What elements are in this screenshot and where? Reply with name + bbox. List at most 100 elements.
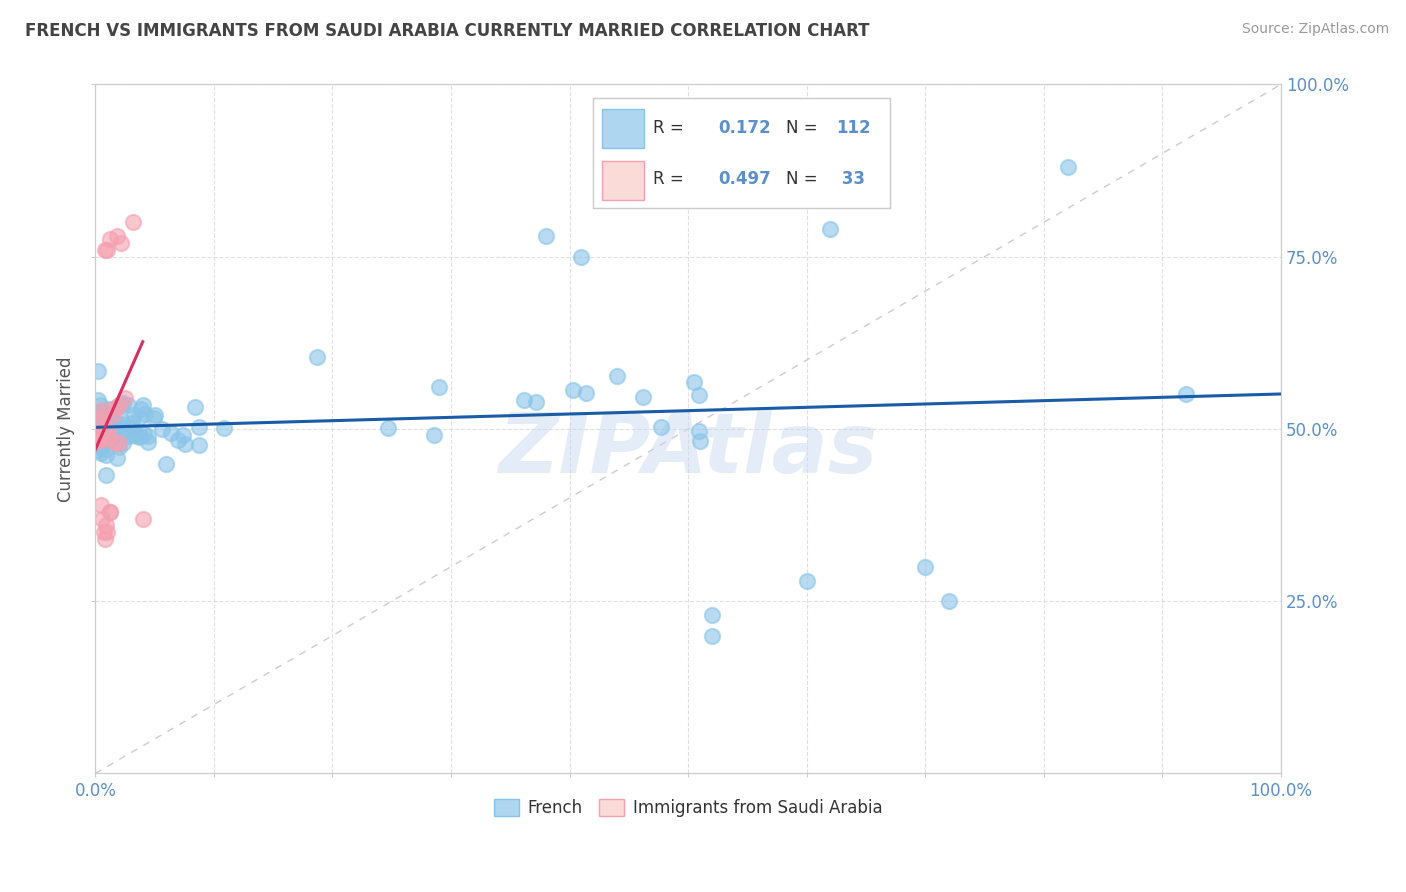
Point: [91, 511, 114, 525]
Point: [107, 441, 129, 455]
Point: [86, 424, 108, 438]
Point: [94, 467, 117, 482]
Point: [94, 532, 117, 546]
Point: [121, 416, 143, 430]
Point: [90, 403, 112, 417]
Point: [111, 414, 134, 428]
Point: [111, 417, 134, 431]
Point: [132, 511, 155, 525]
Point: [688, 388, 710, 402]
Point: [150, 422, 173, 436]
Point: [86, 434, 108, 448]
Text: ZIPAtlas: ZIPAtlas: [499, 409, 877, 490]
Point: [89, 440, 111, 454]
Point: [96, 422, 118, 436]
Point: [87, 430, 110, 444]
Point: [112, 425, 135, 439]
Point: [914, 559, 936, 574]
Point: [90, 404, 112, 418]
Point: [688, 424, 710, 438]
Point: [606, 369, 628, 384]
Point: [86, 432, 108, 446]
Point: [108, 435, 131, 450]
Point: [90, 410, 112, 425]
Point: [89, 398, 111, 412]
Point: [105, 229, 128, 244]
Point: [187, 420, 209, 434]
Point: [96, 525, 118, 540]
Point: [122, 215, 145, 229]
Point: [97, 424, 120, 438]
Point: [103, 413, 125, 427]
Point: [105, 422, 128, 436]
Point: [96, 428, 118, 442]
Point: [89, 409, 111, 424]
Point: [111, 398, 134, 412]
Point: [89, 414, 111, 428]
Point: [184, 400, 207, 414]
Point: [423, 428, 446, 442]
Point: [94, 518, 117, 533]
Point: [134, 427, 156, 442]
Point: [167, 434, 190, 448]
Point: [172, 428, 194, 442]
Point: [683, 375, 706, 389]
Point: [86, 392, 108, 407]
Point: [86, 437, 108, 451]
Point: [129, 402, 152, 417]
Point: [134, 407, 156, 421]
Point: [98, 505, 121, 519]
Point: [97, 409, 120, 423]
Point: [86, 364, 108, 378]
Text: Source: ZipAtlas.com: Source: ZipAtlas.com: [1241, 22, 1389, 37]
Point: [307, 350, 329, 364]
Legend: French, Immigrants from Saudi Arabia: French, Immigrants from Saudi Arabia: [488, 792, 889, 823]
Point: [117, 398, 139, 412]
Point: [105, 450, 128, 465]
Point: [96, 422, 118, 436]
Point: [91, 432, 114, 446]
Point: [93, 438, 115, 452]
Point: [575, 386, 598, 401]
Point: [160, 426, 183, 441]
Point: [94, 406, 117, 420]
Point: [526, 395, 548, 409]
Point: [173, 437, 195, 451]
Point: [112, 435, 135, 450]
Point: [143, 411, 166, 425]
Point: [107, 398, 129, 412]
Point: [427, 379, 450, 393]
Point: [101, 426, 124, 441]
Point: [86, 418, 108, 433]
Point: [94, 435, 117, 450]
Point: [128, 429, 150, 443]
Text: FRENCH VS IMMIGRANTS FROM SAUDI ARABIA CURRENTLY MARRIED CORRELATION CHART: FRENCH VS IMMIGRANTS FROM SAUDI ARABIA C…: [25, 22, 870, 40]
Point: [534, 229, 557, 244]
Point: [86, 437, 108, 451]
Point: [86, 426, 108, 441]
Point: [93, 525, 115, 540]
Point: [101, 431, 124, 445]
Point: [689, 434, 711, 449]
Point: [641, 187, 664, 202]
Point: [98, 401, 121, 416]
Point: [90, 406, 112, 420]
Point: [96, 428, 118, 442]
Point: [111, 396, 134, 410]
Point: [212, 420, 235, 434]
Point: [94, 448, 117, 462]
Point: [155, 457, 177, 471]
Point: [97, 429, 120, 443]
Point: [94, 425, 117, 440]
Point: [97, 413, 120, 427]
Point: [820, 222, 842, 236]
Point: [105, 417, 128, 431]
Point: [101, 408, 124, 422]
Point: [700, 629, 723, 643]
Point: [90, 439, 112, 453]
Point: [87, 416, 110, 430]
Point: [121, 422, 143, 436]
Point: [91, 423, 114, 437]
Point: [87, 432, 110, 446]
Point: [94, 243, 117, 257]
